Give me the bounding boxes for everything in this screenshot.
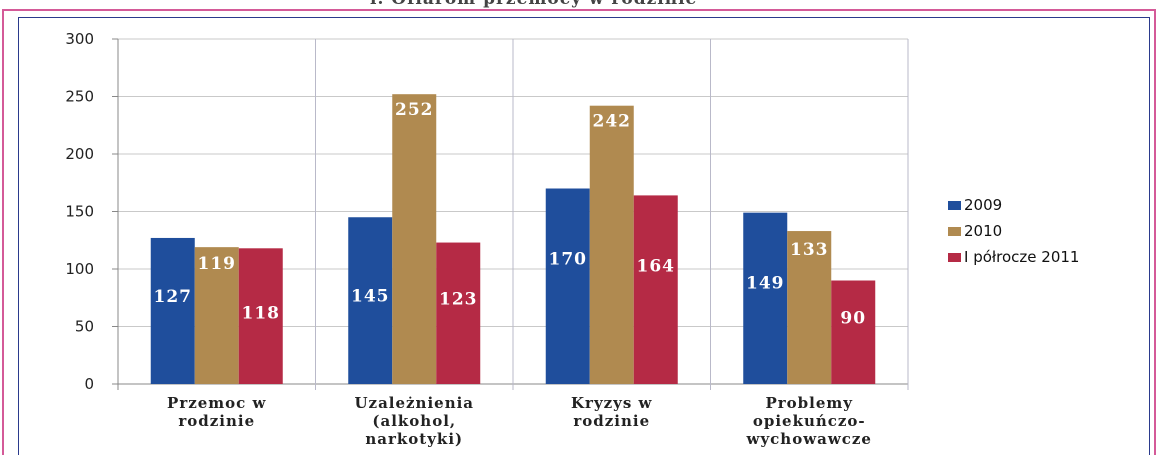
data-label-2009-2: 170: [549, 250, 588, 270]
data-label-2009-0: 127: [154, 287, 193, 307]
category-label-2-line-0: Kryzys w: [571, 394, 653, 412]
top-caption: i. Ofiarom przemocy w rodzinie: [370, 0, 697, 9]
data-label-2010-0: 119: [198, 254, 237, 274]
legend: 2009 2010 I półrocze 2011: [948, 196, 1079, 266]
bar-I-półrocze-2011-1: [436, 242, 481, 384]
data-label-2009-3: 149: [746, 274, 785, 294]
data-label-I-półrocze-2011-2: 164: [637, 256, 676, 276]
outer-frame: [2, 9, 1156, 455]
ytick-label-0: 0: [84, 375, 94, 393]
data-label-2010-3: 133: [790, 240, 829, 260]
data-label-2010-1: 252: [395, 100, 434, 120]
bar-2009-2: [545, 188, 590, 384]
bar-2009-3: [743, 212, 788, 384]
category-label-1-line-1: (alkohol,: [372, 412, 456, 430]
ytick-label-50: 50: [75, 318, 94, 336]
category-label-1-line-0: Uzależnienia: [354, 394, 474, 412]
data-label-I-półrocze-2011-1: 123: [439, 290, 478, 310]
ytick-label-150: 150: [65, 203, 94, 221]
bar-2009-0: [150, 237, 195, 384]
y-axis: 0 50 100 150 200 250 300: [65, 30, 118, 393]
legend-label-1: 2010: [964, 222, 1002, 240]
bar-2009-1: [348, 217, 393, 384]
bar-I-półrocze-2011-0: [238, 248, 283, 384]
data-label-2010-2: 242: [593, 112, 632, 132]
bars: [150, 94, 876, 384]
bar-2010-1: [392, 94, 437, 384]
bar-I-półrocze-2011-2: [633, 195, 678, 384]
inner-frame: [18, 17, 1150, 455]
ytick-label-100: 100: [65, 260, 94, 278]
category-label-0-line-1: rodzinie: [178, 412, 255, 430]
category-label-3-line-1: opiekuńczo-: [753, 412, 866, 430]
data-label-2009-1: 145: [351, 286, 390, 306]
category-label-3-line-2: wychowawcze: [746, 430, 872, 448]
legend-swatch-1: [948, 227, 961, 236]
legend-label-2: I półrocze 2011: [964, 248, 1079, 266]
ytick-label-200: 200: [65, 145, 94, 163]
category-label-2-line-1: rodzinie: [573, 412, 650, 430]
bar-I-półrocze-2011-3: [831, 280, 876, 384]
ytick-label-250: 250: [65, 88, 94, 106]
bar-2010-0: [194, 247, 239, 384]
category-label-1-line-2: narkotyki): [365, 430, 463, 448]
data-label-I-półrocze-2011-3: 90: [840, 309, 866, 329]
category-labels: Przemoc wrodzinieUzależnienia(alkohol,na…: [167, 394, 872, 448]
bar-2010-3: [787, 231, 832, 384]
ytick-label-300: 300: [65, 30, 94, 48]
bar-2010-2: [589, 105, 634, 384]
legend-swatch-0: [948, 201, 961, 210]
legend-label-0: 2009: [964, 196, 1002, 214]
category-label-0-line-0: Przemoc w: [167, 394, 266, 412]
legend-swatch-2: [948, 253, 961, 262]
category-label-3-line-0: Problemy: [765, 394, 853, 412]
data-label-I-półrocze-2011-0: 118: [242, 303, 281, 323]
